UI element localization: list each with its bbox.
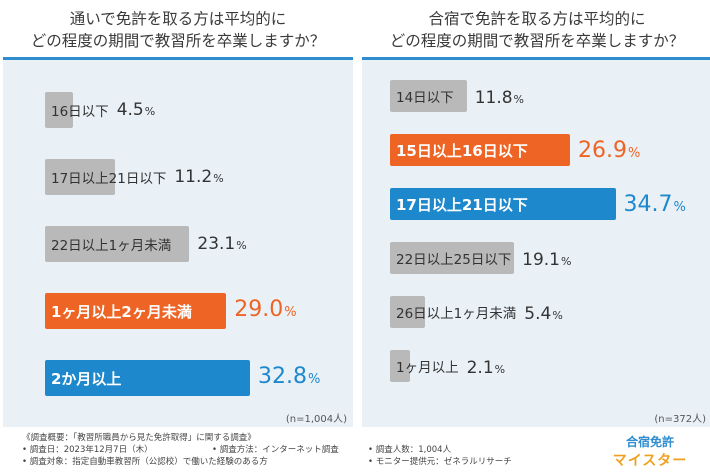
bar-chart: 14日以下 11.8% 15日以上16日以下 26.9% 17日以上21日以下 34.7%… bbox=[362, 64, 710, 404]
bar bbox=[45, 159, 115, 195]
survey-summary: 《調査概要：「教習所職員から見た免許取得」に関する調査》 • 調査日：2023年… bbox=[22, 432, 268, 468]
bar bbox=[390, 350, 410, 382]
value-label: 4.5% bbox=[116, 100, 156, 120]
chart-title: 合宿で免許を取る方は平均的に どの程度の期間で教習所を卒業しますか？ bbox=[362, 2, 710, 60]
logo-line-1: 合宿免許 bbox=[625, 435, 674, 449]
value-label: 11.2% bbox=[174, 167, 224, 187]
survey-summary-heading: 《調査概要：「教習所職員から見た免許取得」に関する調査》 bbox=[22, 433, 256, 443]
survey-date: • 調査日：2023年12月7日（木） bbox=[22, 445, 153, 455]
chart-title: 通いで免許を取る方は平均的に どの程度の期間で教習所を卒業しますか？ bbox=[3, 2, 353, 60]
value-label: 5.4% bbox=[524, 304, 563, 324]
value-label: 32.8% bbox=[258, 364, 321, 389]
category-label: 1ヶ月以上 bbox=[396, 360, 459, 376]
category-label: 1ヶ月以上2ヶ月未満 bbox=[51, 302, 192, 321]
survey-meta: • 調査人数：1,004人 • モニター提供元：ゼネラルリサーチ bbox=[368, 432, 512, 468]
chart-title-line-1: 通いで免許を取る方は平均的に bbox=[69, 9, 287, 28]
category-label: 15日以上16日以下 bbox=[396, 141, 528, 160]
category-label: 26日以上1ヶ月未満 bbox=[396, 306, 517, 322]
value-label: 26.9% bbox=[578, 138, 641, 163]
chart-title-line-2: どの程度の期間で教習所を卒業しますか？ bbox=[389, 31, 685, 50]
chart-title-line-2: どの程度の期間で教習所を卒業しますか？ bbox=[30, 31, 326, 50]
bar bbox=[45, 92, 74, 128]
survey-respondents: • 調査人数：1,004人 bbox=[368, 445, 452, 455]
category-label: 17日以上21日以下 bbox=[51, 171, 167, 187]
survey-method-block: • 調査方法：インターネット調査 bbox=[212, 432, 339, 456]
category-label: 22日以上25日以下 bbox=[396, 252, 512, 268]
category-label: 22日以上1ヶ月未満 bbox=[51, 238, 172, 254]
sample-size-note: (n=1,004人) bbox=[285, 414, 347, 425]
category-label: 14日以下 bbox=[396, 90, 454, 106]
brand-logo: 合宿免許 マイスター bbox=[600, 433, 700, 471]
category-label: 16日以下 bbox=[51, 104, 109, 120]
value-label: 23.1% bbox=[197, 234, 247, 254]
survey-target: • 調査対象：指定自動車教習所（公認校）で働いた経験のある方 bbox=[22, 457, 268, 467]
category-label: 17日以上21日以下 bbox=[396, 195, 528, 214]
bar bbox=[45, 226, 190, 262]
chart-panel-commute: 通いで免許を取る方は平均的に どの程度の期間で教習所を卒業しますか？ 16日以下… bbox=[3, 2, 353, 427]
survey-method: • 調査方法：インターネット調査 bbox=[212, 445, 339, 455]
value-label: 2.1% bbox=[466, 358, 506, 378]
bar bbox=[390, 80, 467, 112]
bar-chart: 16日以下 4.5% 17日以上21日以下 11.2% 22日以上1ヶ月未満 23.1% 1… bbox=[3, 64, 353, 404]
value-label: 29.0% bbox=[234, 297, 297, 322]
value-label: 11.8% bbox=[474, 88, 524, 108]
category-label: 2か月以上 bbox=[51, 369, 122, 388]
bar bbox=[390, 242, 515, 274]
logo-line-2: マイスター bbox=[612, 453, 688, 469]
bar bbox=[390, 134, 570, 166]
value-label: 34.7% bbox=[623, 192, 686, 217]
sample-size-note: (n=372人) bbox=[654, 414, 706, 425]
bar bbox=[45, 293, 227, 329]
bar bbox=[390, 188, 616, 220]
survey-provider: • モニター提供元：ゼネラルリサーチ bbox=[368, 457, 512, 467]
value-label: 19.1% bbox=[522, 250, 572, 270]
bar bbox=[45, 360, 250, 396]
chart-title-line-1: 合宿で免許を取る方は平均的に bbox=[428, 9, 646, 28]
chart-panel-camp: 合宿で免許を取る方は平均的に どの程度の期間で教習所を卒業しますか？ 14日以下… bbox=[362, 2, 710, 427]
bar bbox=[390, 296, 426, 328]
